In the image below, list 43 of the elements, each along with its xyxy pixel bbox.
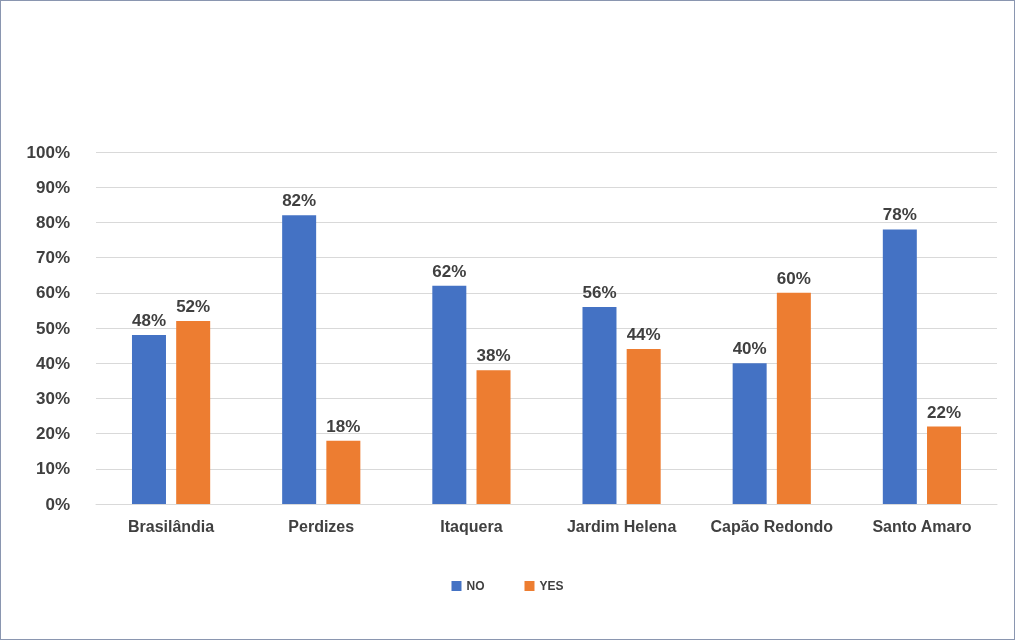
data-label: 18% — [326, 416, 361, 436]
y-tick-label: 90% — [35, 177, 70, 197]
y-tick-label: 50% — [35, 318, 70, 338]
bar — [776, 292, 811, 504]
x-tick-label: Perdizes — [288, 517, 355, 535]
x-tick-label: Itaquera — [440, 517, 503, 535]
data-label: 44% — [626, 325, 661, 345]
bar — [282, 215, 317, 504]
data-label: 56% — [582, 282, 617, 302]
x-tick-label: Santo Amaro — [872, 517, 972, 535]
bar — [882, 229, 917, 504]
bar — [732, 363, 767, 504]
y-tick-label: 100% — [26, 142, 70, 162]
bar — [626, 349, 661, 504]
data-label: 62% — [432, 261, 467, 281]
x-tick-label: Brasilândia — [127, 517, 215, 535]
data-label: 60% — [776, 268, 811, 288]
y-tick-label: 30% — [35, 388, 70, 408]
data-label: 82% — [282, 191, 317, 211]
y-tick-label: 20% — [35, 424, 70, 444]
legend-label: NO — [466, 579, 485, 593]
bar — [476, 370, 511, 504]
data-label: 38% — [476, 346, 511, 366]
legend-label: YES — [539, 579, 564, 593]
bar — [176, 320, 211, 504]
bar — [326, 440, 361, 504]
data-label: 52% — [176, 296, 211, 316]
bar — [432, 285, 467, 504]
data-label: 78% — [882, 205, 917, 225]
y-tick-label: 10% — [35, 459, 70, 479]
bar — [131, 335, 166, 504]
x-tick-label: Capão Redondo — [710, 517, 834, 535]
data-label: 48% — [131, 311, 166, 331]
y-tick-label: 60% — [35, 283, 70, 303]
bar — [582, 306, 617, 504]
y-tick-label: 40% — [35, 353, 70, 373]
data-label: 22% — [927, 402, 962, 422]
y-tick-label: 80% — [35, 212, 70, 232]
x-tick-label: Jardim Helena — [566, 517, 677, 535]
y-tick-label: 0% — [45, 494, 70, 514]
bar — [927, 426, 962, 504]
data-label: 40% — [732, 339, 767, 359]
y-tick-label: 70% — [35, 248, 70, 268]
